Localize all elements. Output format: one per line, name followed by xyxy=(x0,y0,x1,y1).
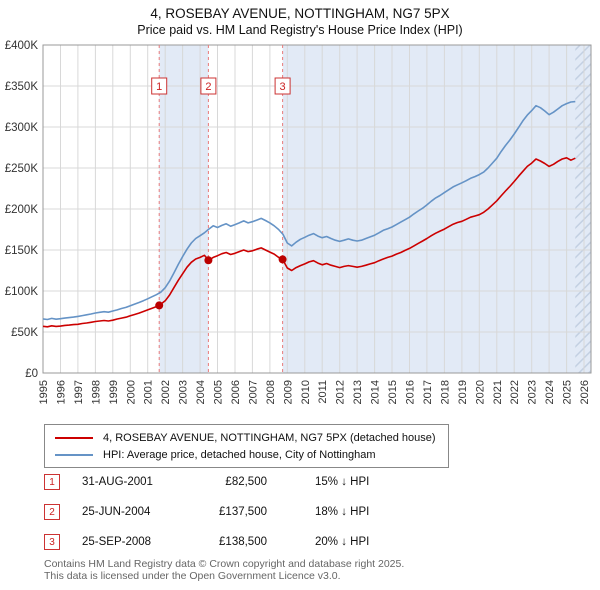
sale-row-3: 3 25-SEP-2008 £138,500 20% ↓ HPI xyxy=(44,534,369,550)
svg-text:2003: 2003 xyxy=(178,380,190,404)
svg-text:1996: 1996 xyxy=(56,380,68,404)
svg-text:2025: 2025 xyxy=(562,380,574,404)
svg-text:1999: 1999 xyxy=(108,380,120,404)
svg-text:2011: 2011 xyxy=(317,380,329,404)
sale-price-2: £137,500 xyxy=(219,506,267,518)
svg-text:2017: 2017 xyxy=(422,380,434,404)
hpi-line-sample xyxy=(55,453,93,456)
svg-text:2022: 2022 xyxy=(509,380,521,404)
svg-text:2007: 2007 xyxy=(247,380,259,404)
svg-text:1: 1 xyxy=(156,81,162,93)
svg-text:2023: 2023 xyxy=(527,380,539,404)
sale-row-2: 2 25-JUN-2004 £137,500 18% ↓ HPI xyxy=(44,504,369,520)
legend-item-hpi: HPI: Average price, detached house, City… xyxy=(55,446,436,463)
svg-text:£150K: £150K xyxy=(5,245,39,257)
svg-text:1997: 1997 xyxy=(73,380,85,404)
svg-text:2020: 2020 xyxy=(474,380,486,404)
svg-text:2014: 2014 xyxy=(370,380,382,404)
sale-price-3: £138,500 xyxy=(219,536,267,548)
svg-text:£350K: £350K xyxy=(5,81,39,93)
svg-text:£100K: £100K xyxy=(5,286,39,298)
svg-text:£0: £0 xyxy=(25,368,38,380)
property-line-sample xyxy=(55,436,93,439)
sale-hpi-delta-2: 18% ↓ HPI xyxy=(315,506,370,518)
svg-text:2018: 2018 xyxy=(439,380,451,404)
svg-text:2004: 2004 xyxy=(195,380,207,404)
svg-text:2008: 2008 xyxy=(265,380,277,404)
svg-text:3: 3 xyxy=(280,81,286,93)
svg-text:£200K: £200K xyxy=(5,204,39,216)
sale-price-1: £82,500 xyxy=(225,476,267,488)
legend-label-hpi: HPI: Average price, detached house, City… xyxy=(103,448,376,461)
svg-text:2013: 2013 xyxy=(352,380,364,404)
svg-text:2024: 2024 xyxy=(544,380,556,404)
svg-text:£400K: £400K xyxy=(5,40,39,52)
sale-date-3: 25-SEP-2008 xyxy=(82,536,152,548)
svg-text:2019: 2019 xyxy=(457,380,469,404)
sale-hpi-delta-3: 20% ↓ HPI xyxy=(315,536,370,548)
svg-text:2: 2 xyxy=(205,81,211,93)
svg-text:1998: 1998 xyxy=(90,380,102,404)
svg-text:2002: 2002 xyxy=(160,380,172,404)
sale-row-1: 1 31-AUG-2001 £82,500 15% ↓ HPI xyxy=(44,474,369,490)
svg-text:2001: 2001 xyxy=(143,380,155,404)
page-subtitle: Price paid vs. HM Land Registry's House … xyxy=(137,23,463,37)
legend-label-property: 4, ROSEBAY AVENUE, NOTTINGHAM, NG7 5PX (… xyxy=(103,431,436,444)
sale-date-2: 25-JUN-2004 xyxy=(82,506,151,518)
svg-text:1995: 1995 xyxy=(38,380,50,404)
svg-text:2009: 2009 xyxy=(282,380,294,404)
svg-text:2021: 2021 xyxy=(492,380,504,404)
svg-text:2000: 2000 xyxy=(125,380,137,404)
svg-text:2005: 2005 xyxy=(213,380,225,404)
price-chart: 1995 1996 1997 1998 1999 2000 2001 2002 2003 2004… xyxy=(5,40,592,404)
sale-marker-3: 3 xyxy=(44,534,60,550)
svg-text:£50K: £50K xyxy=(11,327,38,339)
sale-hpi-delta-1: 15% ↓ HPI xyxy=(315,476,370,488)
page-title: 4, ROSEBAY AVENUE, NOTTINGHAM, NG7 5PX xyxy=(150,6,450,21)
svg-text:£250K: £250K xyxy=(5,163,39,175)
svg-text:2006: 2006 xyxy=(230,380,242,404)
sale-marker-1: 1 xyxy=(44,474,60,490)
legend-item-property: 4, ROSEBAY AVENUE, NOTTINGHAM, NG7 5PX (… xyxy=(55,429,436,446)
sale-date-1: 31-AUG-2001 xyxy=(82,476,153,488)
licence-line: This data is licensed under the Open Gov… xyxy=(44,570,341,582)
sale-marker-2: 2 xyxy=(44,504,60,520)
svg-text:2026: 2026 xyxy=(579,380,591,404)
copyright-line: Contains HM Land Registry data © Crown c… xyxy=(44,558,405,570)
svg-text:2015: 2015 xyxy=(387,380,399,404)
svg-text:2012: 2012 xyxy=(335,380,347,404)
svg-text:2010: 2010 xyxy=(300,380,312,404)
svg-text:£300K: £300K xyxy=(5,122,39,134)
svg-text:2016: 2016 xyxy=(405,380,417,404)
chart-legend: 4, ROSEBAY AVENUE, NOTTINGHAM, NG7 5PX (… xyxy=(44,424,449,468)
